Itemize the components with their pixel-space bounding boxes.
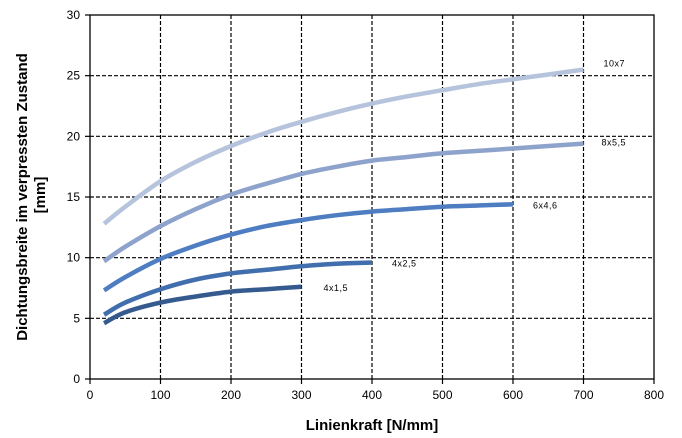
x-tick-label: 300 <box>291 388 311 402</box>
series-line-4x2,5 <box>102 260 373 317</box>
x-tick-label: 400 <box>362 388 382 402</box>
x-tick-label: 500 <box>432 388 452 402</box>
y-tick-labels: 0 5 10 15 20 25 30 <box>67 8 81 386</box>
y-tick-label: 10 <box>67 251 81 265</box>
series-line-6x4,6 <box>102 202 514 293</box>
series-group <box>102 67 584 326</box>
series-label: 8x5,5 <box>602 138 627 148</box>
grid <box>90 15 654 379</box>
y-tick-label: 25 <box>67 69 81 83</box>
y-axis-label-unit: [mm] <box>32 177 49 214</box>
series-label: 10x7 <box>604 59 626 69</box>
x-tick-label: 800 <box>644 388 664 402</box>
y-tick-label: 15 <box>67 190 81 204</box>
y-tick-label: 0 <box>73 372 80 386</box>
series-line-4x1,5 <box>103 284 302 326</box>
y-tick-label: 20 <box>67 129 81 143</box>
x-tick-label: 0 <box>87 388 94 402</box>
series-label: 4x2,5 <box>392 259 417 269</box>
plot-frame <box>85 14 655 384</box>
x-tick-label: 200 <box>221 388 241 402</box>
y-axis-label: Dichtungsbreite im verpressten Zustand <box>14 53 31 341</box>
series-line-8x5,5 <box>102 141 584 264</box>
x-tick-label: 700 <box>573 388 593 402</box>
series-label: 6x4,6 <box>533 200 558 210</box>
x-tick-labels: 0 100 200 300 400 500 600 700 800 <box>87 388 665 402</box>
x-tick-label: 100 <box>150 388 170 402</box>
series-line-10x7 <box>102 67 584 226</box>
y-tick-label: 5 <box>73 311 80 325</box>
series-label: 4x1,5 <box>324 283 349 293</box>
x-axis-label: Linienkraft [N/mm] <box>306 417 439 434</box>
series-labels: 10x7 8x5,5 6x4,6 4x2,5 4x1,5 <box>324 59 627 293</box>
x-tick-label: 600 <box>503 388 523 402</box>
y-tick-label: 30 <box>67 8 81 22</box>
